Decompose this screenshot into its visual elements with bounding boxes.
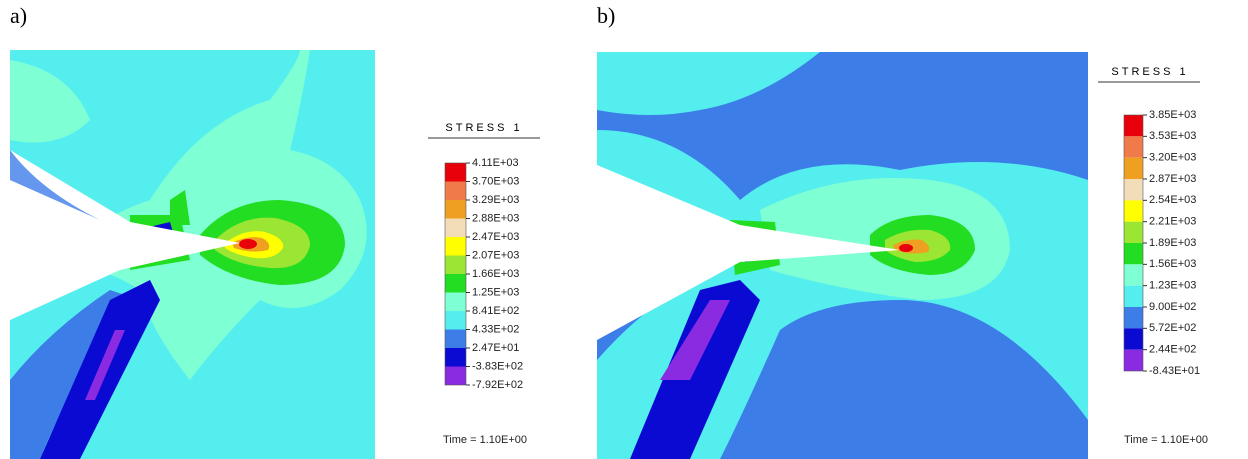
legend-label: 3.70E+03	[472, 175, 519, 187]
legend-label: 2.88E+03	[472, 212, 519, 224]
legend-label: 1.56E+03	[1149, 258, 1196, 270]
legend-label: -7.92E+02	[472, 379, 523, 391]
legend-swatch	[1124, 115, 1143, 137]
legend-swatch	[445, 218, 466, 237]
legend-title: STRESS 1	[1111, 66, 1188, 78]
legend-swatch	[445, 237, 466, 256]
legend-label: 2.44E+02	[1149, 344, 1196, 356]
legend-label: 2.21E+03	[1149, 216, 1196, 228]
legend-label: 2.47E+01	[472, 342, 519, 354]
legend-swatch	[1124, 243, 1143, 265]
legend-swatch	[445, 329, 466, 348]
legend-label: 1.66E+03	[472, 268, 519, 280]
legend-label: 4.33E+02	[472, 323, 519, 335]
legend-label: 1.25E+03	[472, 286, 519, 298]
legend-label: 8.41E+02	[472, 305, 519, 317]
legend-swatch	[1124, 157, 1143, 179]
contour-plot-b	[597, 52, 1088, 459]
legend-swatch	[1124, 136, 1143, 158]
legend-swatch	[445, 163, 466, 182]
legend-label: 3.53E+03	[1149, 130, 1196, 142]
legend-swatch	[1124, 221, 1143, 243]
legend-swatch	[1124, 307, 1143, 329]
legend-swatch	[1124, 179, 1143, 201]
legend-swatch	[445, 274, 466, 293]
panel-label: b)	[597, 3, 615, 28]
legend-label: 2.87E+03	[1149, 173, 1196, 185]
panel-label: a)	[10, 3, 27, 28]
contour-plot-a	[10, 50, 375, 459]
legend-swatch	[445, 255, 466, 274]
legend-label: 3.29E+03	[472, 194, 519, 206]
legend-label: -3.83E+02	[472, 360, 523, 372]
legend-swatch	[445, 292, 466, 311]
legend-swatch	[1124, 200, 1143, 222]
legend-label: 3.85E+03	[1149, 109, 1196, 121]
legend-title: STRESS 1	[445, 122, 522, 134]
legend-label: 2.47E+03	[472, 231, 519, 243]
legend-swatch	[1124, 285, 1143, 307]
legend-label: 1.89E+03	[1149, 237, 1196, 249]
time-label: Time = 1.10E+00	[1124, 434, 1208, 446]
legend-swatch	[1124, 264, 1143, 286]
legend-swatch	[1124, 328, 1143, 350]
legend-label: 5.72E+02	[1149, 322, 1196, 334]
legend-swatch	[445, 200, 466, 219]
legend-swatch	[445, 181, 466, 200]
legend-label: -8.43E+01	[1149, 365, 1200, 377]
legend-label: 9.00E+02	[1149, 301, 1196, 313]
legend-label: 1.23E+03	[1149, 280, 1196, 292]
legend-label: 4.11E+03	[472, 157, 519, 169]
legend-swatch	[445, 311, 466, 330]
legend-swatch	[1124, 349, 1143, 371]
legend-swatch	[445, 348, 466, 367]
legend-label: 2.07E+03	[472, 249, 519, 261]
legend-label: 3.20E+03	[1149, 152, 1196, 164]
time-label: Time = 1.10E+00	[443, 434, 527, 446]
legend-swatch	[445, 366, 466, 385]
legend-label: 2.54E+03	[1149, 194, 1196, 206]
